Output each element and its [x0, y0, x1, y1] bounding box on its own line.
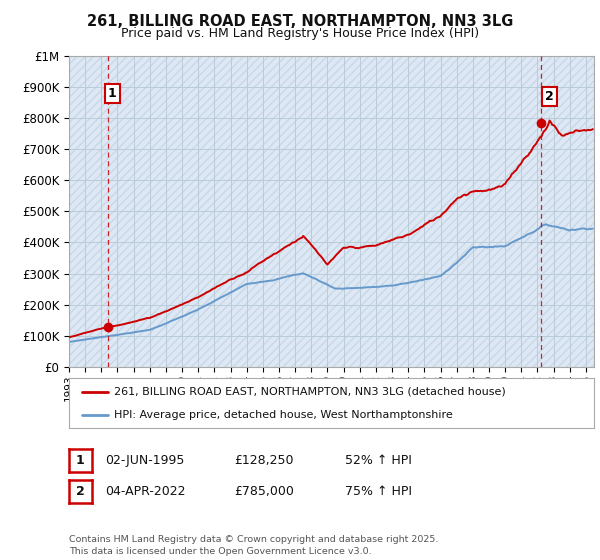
Text: £785,000: £785,000: [234, 485, 294, 498]
Text: 1: 1: [76, 454, 85, 467]
Text: 2: 2: [76, 485, 85, 498]
Text: 02-JUN-1995: 02-JUN-1995: [105, 454, 184, 467]
Text: 52% ↑ HPI: 52% ↑ HPI: [345, 454, 412, 467]
Text: Contains HM Land Registry data © Crown copyright and database right 2025.
This d: Contains HM Land Registry data © Crown c…: [69, 535, 439, 556]
Text: 261, BILLING ROAD EAST, NORTHAMPTON, NN3 3LG: 261, BILLING ROAD EAST, NORTHAMPTON, NN3…: [87, 14, 513, 29]
Text: 75% ↑ HPI: 75% ↑ HPI: [345, 485, 412, 498]
Text: HPI: Average price, detached house, West Northamptonshire: HPI: Average price, detached house, West…: [113, 410, 452, 420]
Text: 1: 1: [108, 87, 116, 100]
Text: 04-APR-2022: 04-APR-2022: [105, 485, 185, 498]
Text: 2: 2: [545, 90, 554, 103]
Text: Price paid vs. HM Land Registry's House Price Index (HPI): Price paid vs. HM Land Registry's House …: [121, 27, 479, 40]
Text: 261, BILLING ROAD EAST, NORTHAMPTON, NN3 3LG (detached house): 261, BILLING ROAD EAST, NORTHAMPTON, NN3…: [113, 386, 505, 396]
Text: £128,250: £128,250: [234, 454, 293, 467]
